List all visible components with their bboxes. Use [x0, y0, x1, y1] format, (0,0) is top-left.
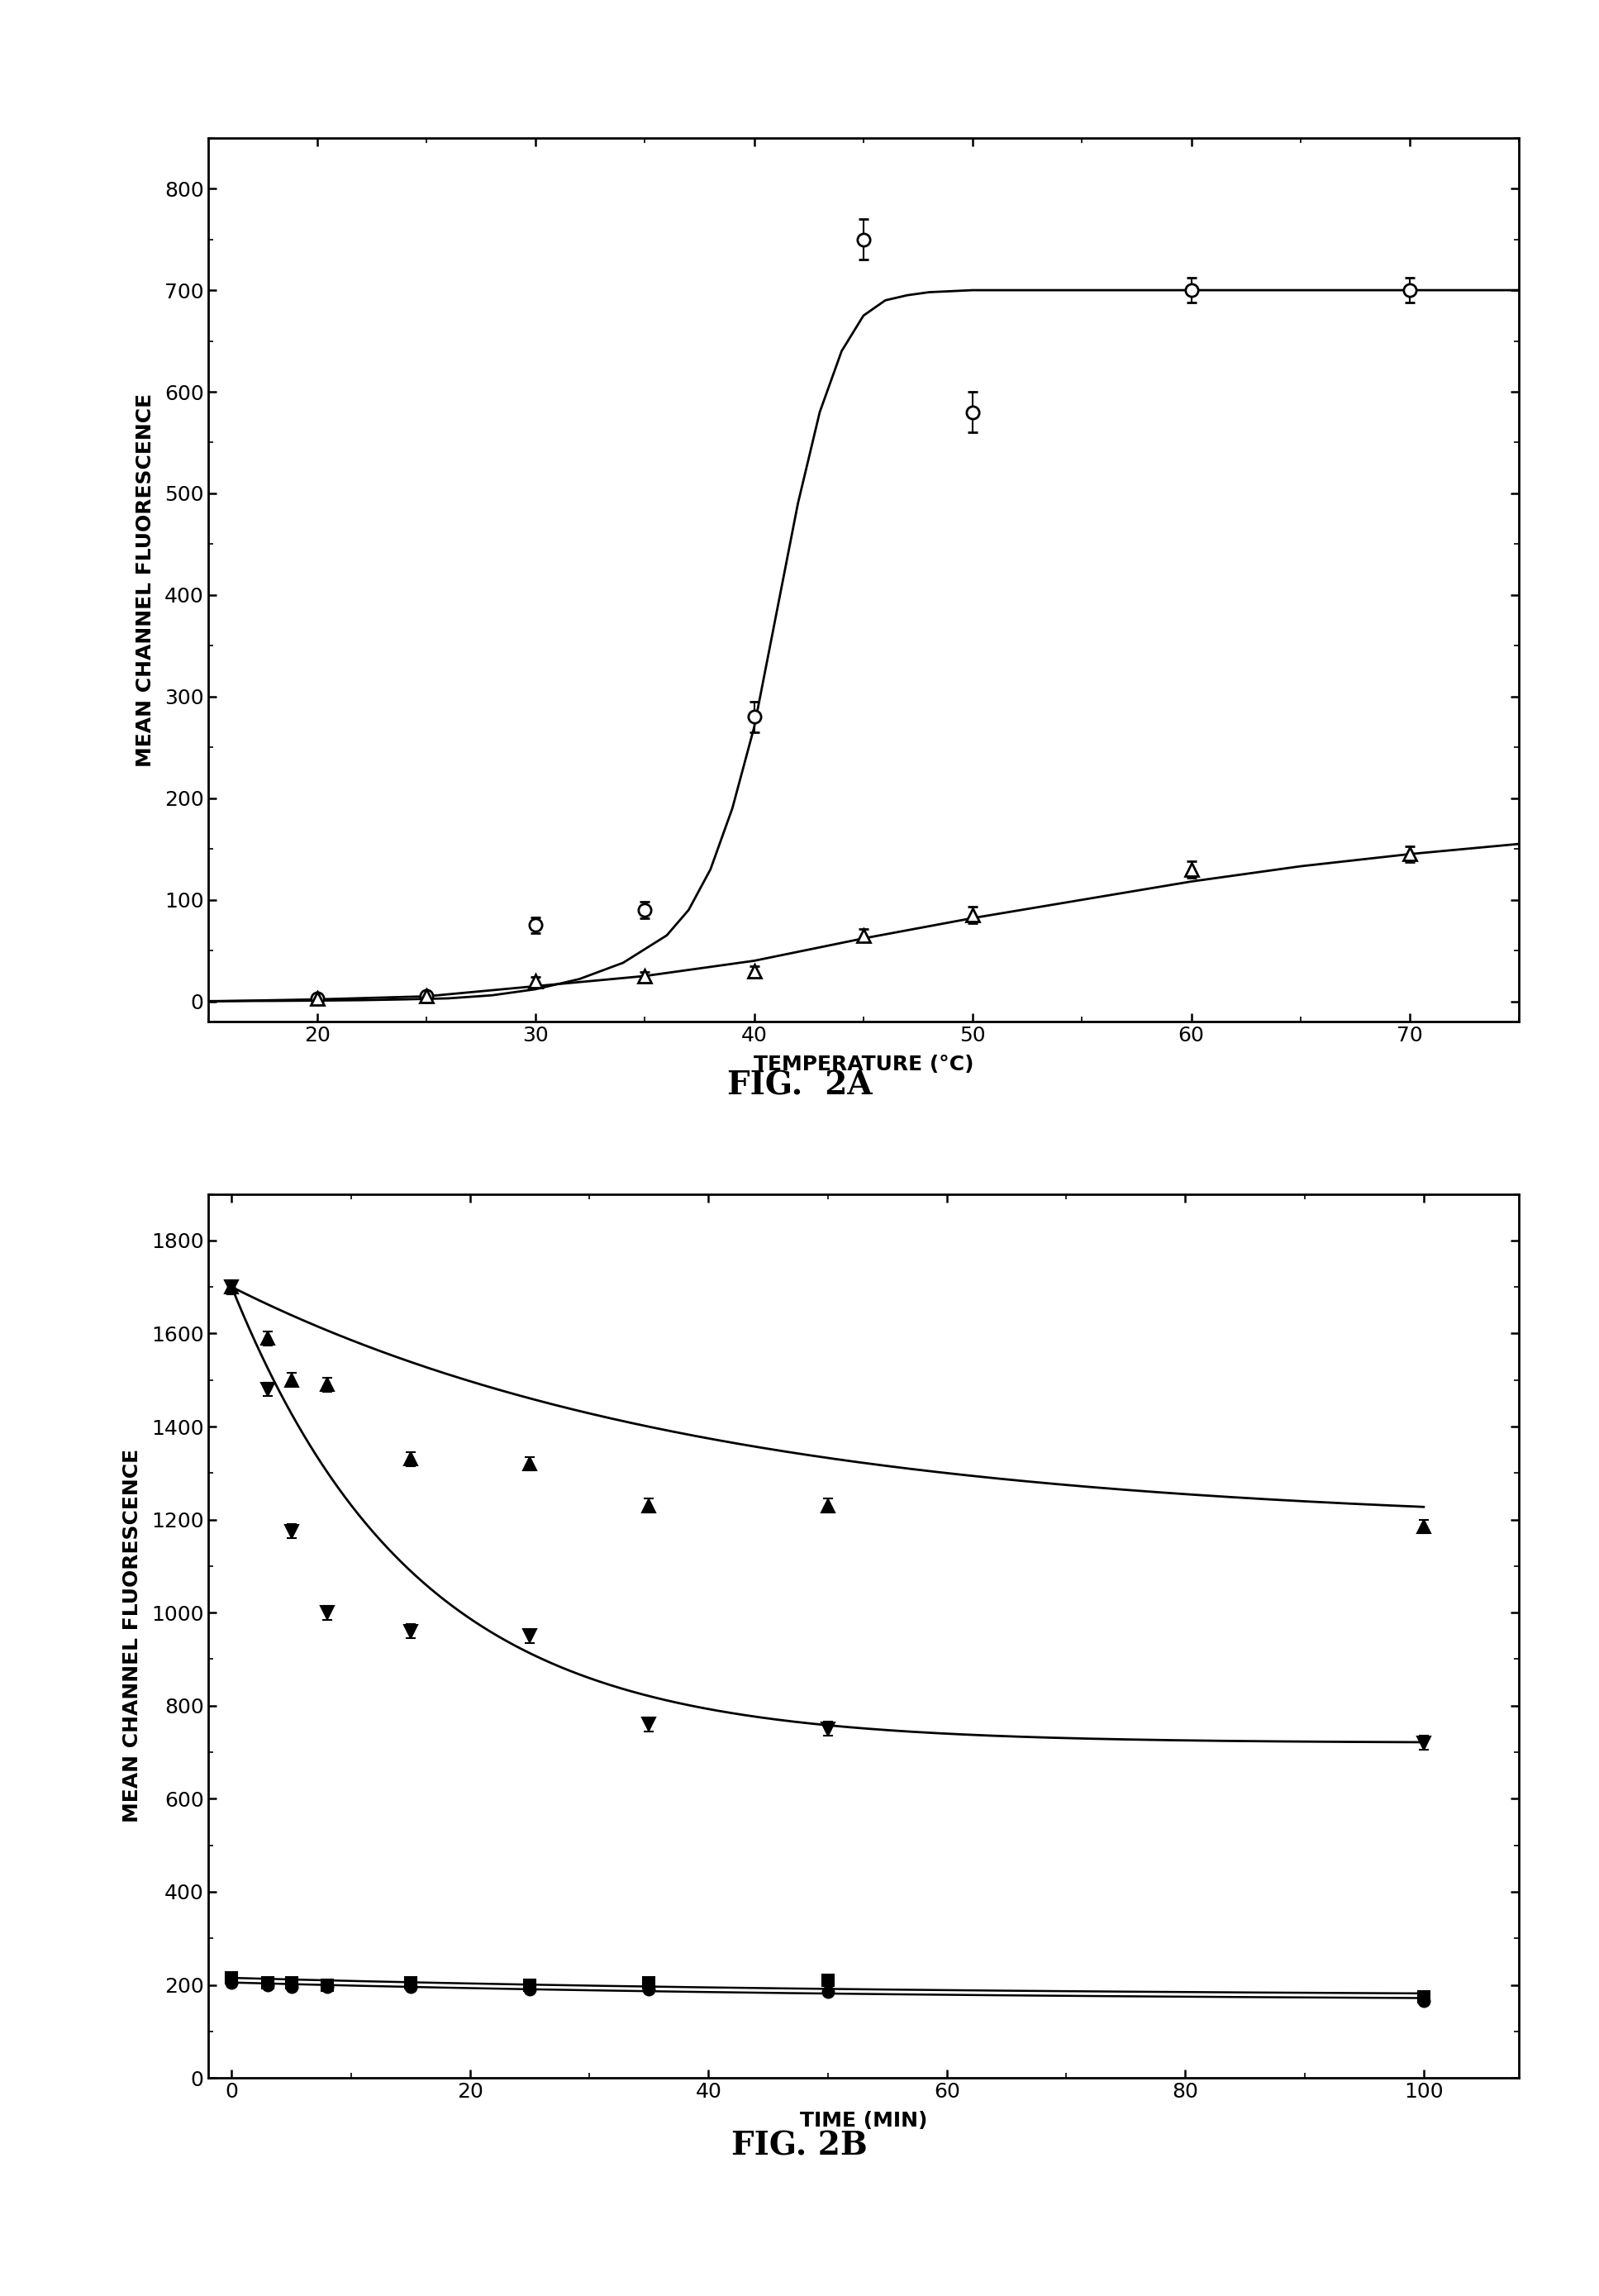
X-axis label: TEMPERATURE (°C): TEMPERATURE (°C)	[753, 1054, 974, 1075]
Text: FIG.  2A: FIG. 2A	[728, 1070, 871, 1102]
Text: FIG. 2B: FIG. 2B	[731, 2131, 868, 2163]
Y-axis label: MEAN CHANNEL FLUORESCENCE: MEAN CHANNEL FLUORESCENCE	[136, 393, 155, 767]
X-axis label: TIME (MIN): TIME (MIN)	[800, 2110, 927, 2131]
Y-axis label: MEAN CHANNEL FLUORESCENCE: MEAN CHANNEL FLUORESCENCE	[122, 1449, 142, 1823]
